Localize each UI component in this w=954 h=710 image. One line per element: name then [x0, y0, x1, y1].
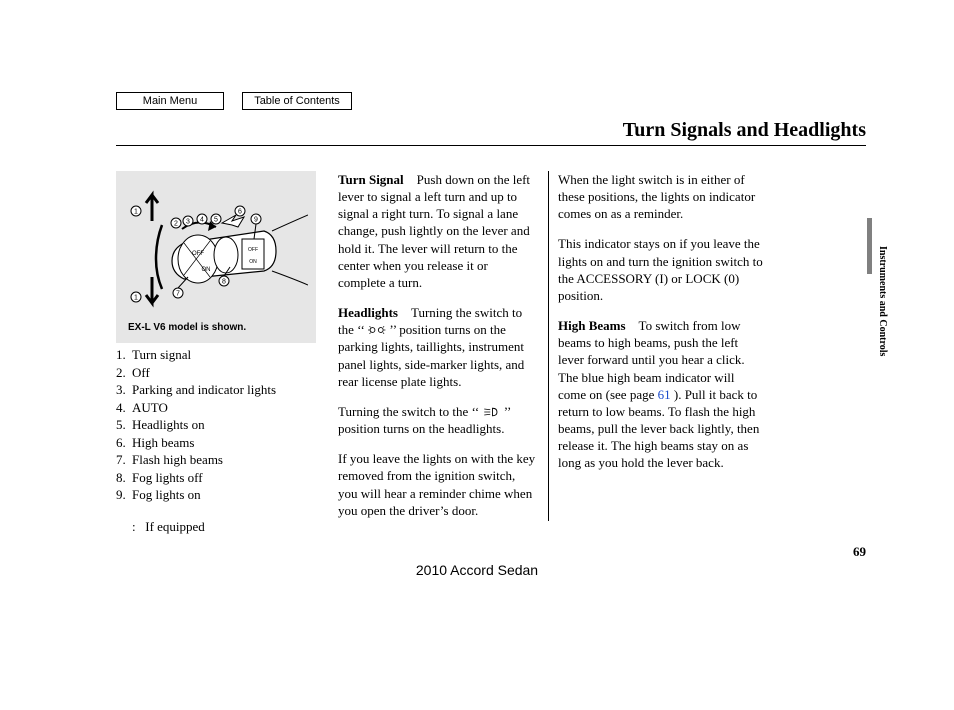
svg-text:6: 6 — [238, 209, 242, 216]
side-tab-label: Instruments and Controls — [877, 246, 888, 356]
main-menu-button[interactable]: Main Menu — [116, 92, 224, 110]
svg-text:ON: ON — [249, 259, 257, 265]
svg-text:1: 1 — [134, 295, 138, 302]
svg-text:7: 7 — [176, 291, 180, 298]
title-rule — [116, 145, 866, 146]
reminder-chime-paragraph: If you leave the lights on with the key … — [338, 450, 538, 519]
toc-button[interactable]: Table of Contents — [242, 92, 352, 110]
svg-text:OFF: OFF — [192, 251, 204, 257]
legend-item: 8.Fog lights off — [116, 469, 326, 487]
page-title: Turn Signals and Headlights — [623, 119, 866, 142]
legend-item: 1.Turn signal — [116, 346, 326, 364]
page-number: 69 — [853, 544, 866, 560]
legend-item: 2.Off — [116, 364, 326, 382]
legend-note: : If equipped — [116, 518, 326, 536]
svg-text:4: 4 — [200, 217, 204, 224]
legend-item: 7.Flash high beams — [116, 451, 326, 469]
legend-item: 9.Fog lights on — [116, 486, 326, 504]
headlights-paragraph-1: Headlights Turning the switch to the ‘‘ … — [338, 304, 538, 390]
turn-signal-paragraph: Turn Signal Push down on the left lever … — [338, 171, 538, 291]
page-reference-link[interactable]: 61 — [658, 387, 671, 402]
legend-item: 5.Headlights on — [116, 416, 326, 434]
headlights-paragraph-2: Turning the switch to the ‘‘ ’’ position… — [338, 403, 538, 437]
column-middle: Turn Signal Push down on the left lever … — [338, 171, 538, 532]
parking-lights-icon — [368, 324, 386, 336]
headlights-icon — [482, 406, 500, 418]
stalk-diagram: OFF ON OFF ON 1 1 2 3 4 5 6 7 8 9 — [124, 181, 308, 311]
svg-text:9: 9 — [254, 217, 258, 224]
svg-text:3: 3 — [186, 219, 190, 226]
legend-item: 6.High beams — [116, 434, 326, 452]
svg-text:2: 2 — [174, 221, 178, 228]
figure-caption: EX-L V6 model is shown. — [128, 322, 246, 333]
legend-list: 1.Turn signal 2.Off 3.Parking and indica… — [116, 346, 326, 535]
indicator-stays-on-paragraph: This indicator stays on if you leave the… — [558, 235, 763, 304]
svg-text:8: 8 — [222, 279, 226, 286]
svg-text:OFF: OFF — [248, 247, 258, 253]
lights-on-indicator-paragraph: When the light switch is in either of th… — [558, 171, 763, 222]
legend-item: 3.Parking and indicator lights — [116, 381, 326, 399]
figure-box: OFF ON OFF ON 1 1 2 3 4 5 6 7 8 9 — [116, 171, 316, 343]
side-tab-bar — [867, 218, 872, 274]
legend-item: 4.AUTO — [116, 399, 326, 417]
nav-buttons: Main Menu Table of Contents — [116, 92, 352, 110]
high-beams-paragraph: High Beams To switch from low beams to h… — [558, 317, 763, 471]
svg-text:1: 1 — [134, 209, 138, 216]
column-divider — [548, 171, 549, 521]
svg-text:ON: ON — [202, 267, 211, 273]
svg-text:5: 5 — [214, 217, 218, 224]
footer-model: 2010 Accord Sedan — [0, 562, 954, 578]
column-right: When the light switch is in either of th… — [558, 171, 763, 485]
